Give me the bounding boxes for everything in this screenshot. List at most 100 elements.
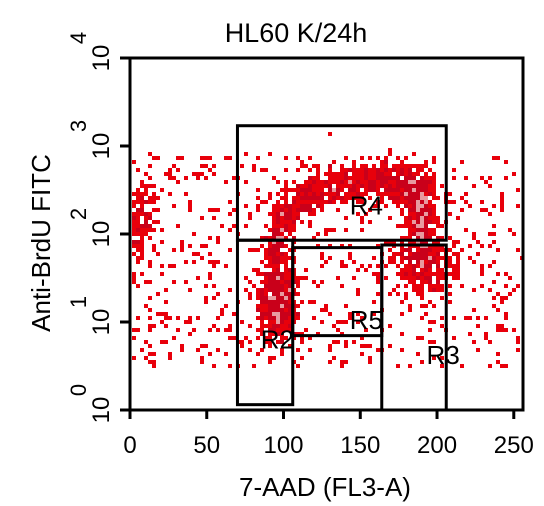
y-tick-label: 104 xyxy=(66,32,115,71)
data-point xyxy=(256,292,260,296)
data-point xyxy=(424,312,428,316)
data-point xyxy=(296,280,300,284)
data-point xyxy=(148,216,152,220)
data-point xyxy=(400,180,404,184)
data-point xyxy=(440,364,444,368)
data-point xyxy=(204,164,208,168)
data-point xyxy=(416,260,420,264)
data-point xyxy=(360,196,364,200)
data-point xyxy=(384,176,388,180)
data-point xyxy=(416,252,420,256)
data-point xyxy=(428,176,432,180)
data-point xyxy=(452,264,456,268)
data-point xyxy=(440,288,444,292)
data-point xyxy=(212,284,216,288)
data-point xyxy=(388,168,392,172)
data-point xyxy=(432,320,436,324)
data-point xyxy=(420,252,424,256)
data-point xyxy=(404,200,408,204)
data-point xyxy=(216,236,220,240)
data-point xyxy=(500,208,504,212)
data-point xyxy=(284,304,288,308)
data-point xyxy=(412,184,416,188)
data-point xyxy=(276,308,280,312)
data-point xyxy=(140,204,144,208)
data-point xyxy=(308,176,312,180)
data-point xyxy=(272,328,276,332)
data-point xyxy=(420,288,424,292)
data-point xyxy=(324,192,328,196)
data-point xyxy=(424,212,428,216)
data-point xyxy=(288,288,292,292)
data-point xyxy=(364,168,368,172)
data-point xyxy=(180,344,184,348)
data-point xyxy=(384,240,388,244)
data-point xyxy=(352,164,356,168)
data-point xyxy=(456,268,460,272)
data-point xyxy=(372,204,376,208)
data-point xyxy=(416,336,420,340)
data-point xyxy=(460,160,464,164)
data-point xyxy=(404,296,408,300)
data-point xyxy=(288,248,292,252)
data-point xyxy=(404,184,408,188)
data-point xyxy=(332,180,336,184)
data-point xyxy=(340,176,344,180)
data-point xyxy=(276,268,280,272)
data-point xyxy=(144,340,148,344)
data-point xyxy=(184,260,188,264)
data-point xyxy=(296,200,300,204)
data-point xyxy=(408,176,412,180)
data-point xyxy=(368,168,372,172)
data-point xyxy=(448,260,452,264)
data-point xyxy=(420,272,424,276)
data-point xyxy=(336,320,340,324)
data-point xyxy=(316,244,320,248)
data-point xyxy=(296,188,300,192)
data-point xyxy=(268,296,272,300)
y-tick-base: 10 xyxy=(88,397,115,424)
data-point xyxy=(368,208,372,212)
data-point xyxy=(432,160,436,164)
data-point xyxy=(288,204,292,208)
data-point xyxy=(156,292,160,296)
data-point xyxy=(136,224,140,228)
data-point xyxy=(356,192,360,196)
data-point xyxy=(428,204,432,208)
data-point xyxy=(400,348,404,352)
data-point xyxy=(320,196,324,200)
data-point xyxy=(180,248,184,252)
data-point xyxy=(352,276,356,280)
data-point xyxy=(140,272,144,276)
data-point xyxy=(420,276,424,280)
data-point xyxy=(352,340,356,344)
data-point xyxy=(416,184,420,188)
data-point xyxy=(276,300,280,304)
data-point xyxy=(332,196,336,200)
data-point xyxy=(304,164,308,168)
data-point xyxy=(244,204,248,208)
data-point xyxy=(480,272,484,276)
data-point xyxy=(216,208,220,212)
data-point xyxy=(464,228,468,232)
data-point xyxy=(148,352,152,356)
data-point xyxy=(452,200,456,204)
data-point xyxy=(260,300,264,304)
data-point xyxy=(404,168,408,172)
data-point xyxy=(392,192,396,196)
data-point xyxy=(216,240,220,244)
data-point xyxy=(492,232,496,236)
data-point xyxy=(308,200,312,204)
data-point xyxy=(408,168,412,172)
data-point xyxy=(212,164,216,168)
data-point xyxy=(324,184,328,188)
data-point xyxy=(284,212,288,216)
data-point xyxy=(428,300,432,304)
data-point xyxy=(304,328,308,332)
data-point xyxy=(312,184,316,188)
data-point xyxy=(252,248,256,252)
data-point xyxy=(268,276,272,280)
data-point xyxy=(276,276,280,280)
data-point xyxy=(276,232,280,236)
data-point xyxy=(268,252,272,256)
